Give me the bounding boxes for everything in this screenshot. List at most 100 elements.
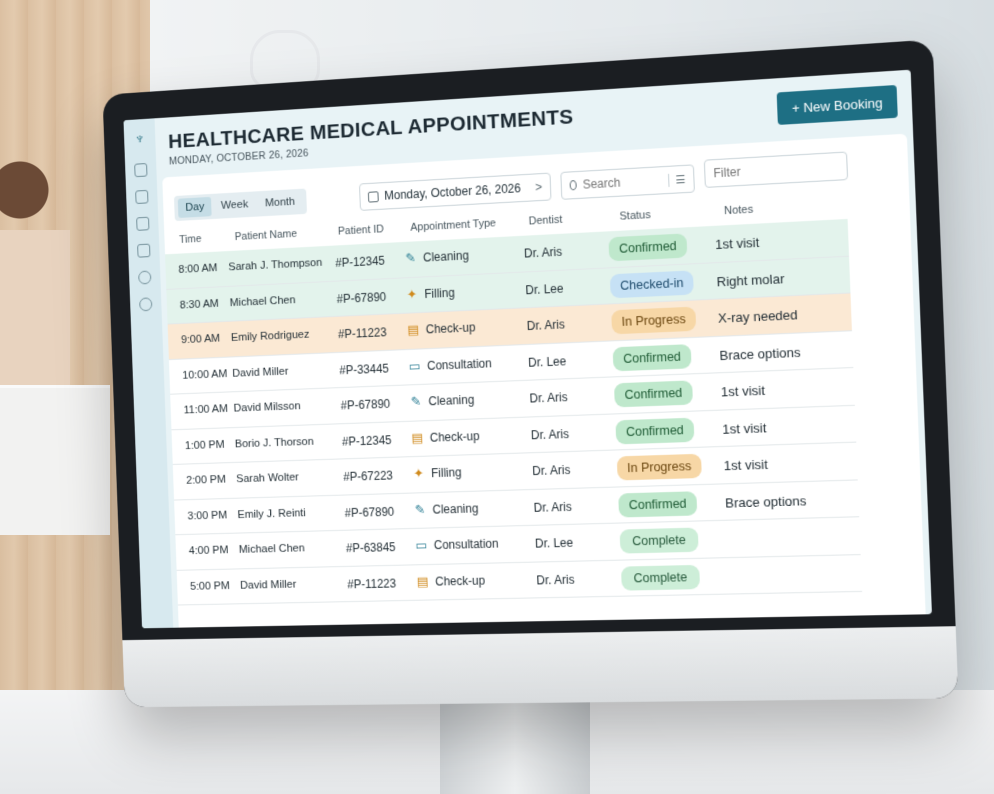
info-icon[interactable] [139,297,152,311]
search-input[interactable] [582,173,662,191]
cell-patient-name[interactable]: Emily J. Reinti [237,507,306,521]
col-header-patient-id[interactable]: Patient ID [338,223,384,237]
status-badge[interactable]: Complete [620,528,699,554]
filling-icon: ✦ [412,466,426,482]
cell-patient-name[interactable]: David Miller [232,365,289,379]
status-badge[interactable]: Confirmed [608,233,687,261]
calendar-icon[interactable] [135,190,148,204]
cell-patient-name[interactable]: Michael Chen [239,543,305,556]
cell-patient-id: #P-33445 [339,361,389,377]
cell-status: Complete [620,528,699,554]
cell-notes: Brace options [725,493,807,510]
date-picker-value: Monday, October 26, 2026 [384,181,521,202]
filter-icon[interactable]: ☰ [668,172,685,186]
monitor-stand [440,690,590,794]
col-header-patient-name[interactable]: Patient Name [235,228,298,243]
cell-status: Complete [621,564,700,590]
status-badge[interactable]: Confirmed [615,417,694,444]
monitor: ♆ HEALTHCARE MEDICAL APPOINTMENTS MONDAY… [102,39,958,707]
cell-appointment-type: ▤ Check-up [416,572,486,589]
cell-patient-name[interactable]: Michael Chen [230,294,296,309]
cell-dentist: Dr. Lee [525,281,564,297]
cell-dentist: Dr. Aris [533,499,572,514]
new-booking-button[interactable]: + New Booking [777,85,898,125]
cell-notes: 1st visit [721,383,766,400]
cell-patient-id: #P-67223 [343,469,393,484]
page-title: HEALTHCARE MEDICAL APPOINTMENTS [168,105,574,154]
col-header-status[interactable]: Status [619,209,651,223]
cell-appointment-type: ▤ Check-up [406,319,475,338]
col-header-appointment-type[interactable]: Appointment Type [410,217,496,233]
next-day-chevron-icon[interactable]: > [535,180,542,194]
cell-dentist: Dr. Lee [528,354,567,369]
col-header-dentist[interactable]: Dentist [528,214,562,228]
cell-patient-id: #P-12345 [335,254,385,270]
filter-box [704,151,848,187]
status-badge[interactable]: Confirmed [614,380,693,407]
filter-input[interactable] [713,162,795,181]
status-badge[interactable]: Confirmed [618,491,697,517]
cell-notes: Brace options [719,344,801,362]
cell-appointment-type: ✦ Filling [405,284,455,302]
status-badge[interactable]: Complete [621,564,700,590]
cell-dentist: Dr. Aris [524,245,563,261]
patients-icon[interactable] [137,244,150,258]
dashboard-icon[interactable] [134,163,147,177]
tab-day[interactable]: Day [178,197,212,218]
col-header-notes[interactable]: Notes [724,204,754,218]
cell-patient-id: #P-67890 [344,504,394,519]
cell-status: Confirmed [608,233,687,261]
appointment-type-label: Filling [431,465,462,480]
status-badge[interactable]: In Progress [611,307,696,335]
status-badge[interactable]: Confirmed [613,344,692,371]
cell-patient-name[interactable]: Sarah J. Thompson [228,257,322,273]
chat-icon: ▭ [414,537,428,553]
appointments-panel: Day Week Month Monday, October 26, 2026 … [162,134,925,628]
tab-month[interactable]: Month [257,192,303,214]
appointment-type-label: Consultation [427,356,492,372]
cell-dentist: Dr. Lee [535,536,574,551]
toothbrush-icon: ✎ [404,250,418,266]
cell-status: Confirmed [618,491,697,517]
status-badge[interactable]: Checked-in [610,270,694,298]
cell-dentist: Dr. Aris [527,317,566,333]
cell-time: 9:00 AM [181,333,220,346]
cell-time: 10:00 AM [182,368,227,381]
appointment-type-label: Filling [424,285,455,300]
cell-patient-name[interactable]: David Milsson [233,400,300,414]
clipboard-icon: ▤ [410,430,424,446]
schedule-icon[interactable] [136,217,149,231]
tooth-logo-icon: ♆ [130,130,149,150]
appointment-type-label: Consultation [434,537,499,552]
cell-patient-name[interactable]: Emily Rodriguez [231,329,310,344]
cell-time: 1:00 PM [185,439,225,452]
settings-icon[interactable] [138,270,151,284]
status-badge[interactable]: In Progress [617,454,702,481]
appointment-type-label: Check-up [430,429,480,445]
col-header-time[interactable]: Time [179,233,202,246]
date-picker[interactable]: Monday, October 26, 2026 > [359,173,552,211]
background-reception-desk [0,385,110,535]
cell-patient-id: #P-11223 [347,576,396,591]
clipboard-icon: ▤ [416,573,430,589]
cell-patient-name[interactable]: Borio J. Thorson [235,435,314,449]
new-booking-label: + New Booking [791,95,882,116]
search-icon [570,180,577,190]
cell-status: In Progress [617,454,702,481]
cell-patient-name[interactable]: David Miller [240,578,297,591]
cell-time: 5:00 PM [190,580,230,592]
cell-patient-id: #P-11223 [338,325,387,341]
clipboard-icon: ▤ [406,322,420,338]
appointment-type-label: Check-up [435,573,485,588]
appointment-type-label: Cleaning [423,248,469,264]
cell-time: 3:00 PM [187,509,227,522]
cell-time: 11:00 AM [183,403,228,416]
cell-status: Checked-in [610,270,694,298]
cell-status: Confirmed [613,344,692,371]
cell-dentist: Dr. Aris [531,427,570,442]
cell-patient-name[interactable]: Sarah Wolter [236,472,299,486]
cell-notes: X-ray needed [718,307,798,326]
tab-week[interactable]: Week [213,194,256,216]
search-box: ☰ [560,164,695,200]
cell-notes: Right molar [716,271,784,289]
